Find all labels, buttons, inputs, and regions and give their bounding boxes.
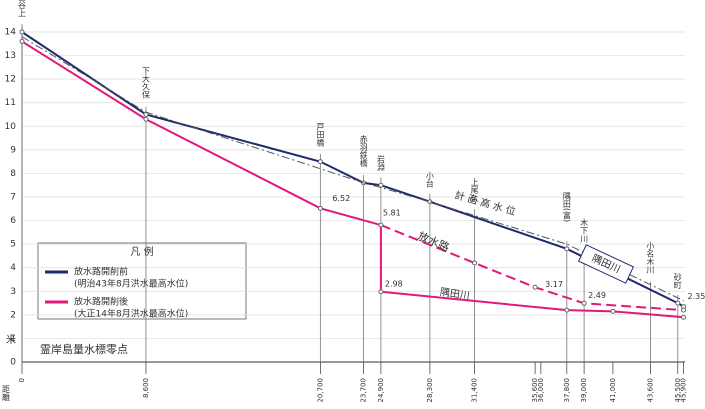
y-axis-label: 米: [6, 333, 16, 346]
x-tick-label: 0: [18, 378, 26, 382]
value-label: 2.49: [588, 291, 606, 300]
station-label: 小名木川: [646, 242, 655, 274]
series-line: [21, 40, 382, 227]
y-tick-label: 12: [5, 75, 16, 85]
y-tick-label: 7: [10, 193, 16, 203]
point: [378, 222, 384, 228]
legend-note: (明治43年8月洪水最高水位): [74, 278, 188, 290]
y-tick-label: 9: [10, 145, 16, 155]
value-label: 5.81: [383, 209, 401, 218]
series-label-box: [577, 244, 635, 284]
legend-note: (大正14年8月洪水最高水位): [74, 308, 188, 320]
legend-title: 凡 例: [130, 245, 153, 258]
x-tick-label: 45,900: [680, 378, 688, 403]
point: [378, 182, 384, 188]
value-label: 3.17: [545, 280, 563, 289]
x-tick-label: 39,000: [580, 378, 588, 403]
point: [675, 300, 681, 306]
point: [19, 29, 25, 35]
station-label: 小台: [425, 172, 434, 189]
station-label: 古谷上: [18, 0, 27, 17]
legend-label: 放水路開削前: [74, 266, 128, 278]
point: [19, 38, 25, 44]
y-tick-label: 6: [10, 216, 16, 226]
point: [317, 159, 323, 165]
x-tick-label: 37,800: [563, 378, 571, 403]
y-tick-label: 0: [10, 358, 16, 368]
legend-box: [37, 242, 247, 320]
x-tick-label: 8,600: [142, 378, 150, 398]
point: [564, 246, 570, 252]
y-tick-label: 5: [10, 240, 16, 250]
value-label: 6.52: [332, 194, 350, 203]
station-label: 戸田橋: [316, 123, 325, 148]
x-tick-label: 28,300: [426, 378, 434, 403]
y-tick-label: 11: [5, 98, 16, 108]
station-label: 赤羽鉄橋: [359, 135, 368, 168]
point: [681, 307, 687, 313]
y-tick-label: 14: [5, 28, 17, 38]
point: [681, 314, 687, 320]
branch-label: 隅田川: [439, 286, 470, 302]
station-label: 岩淵: [376, 154, 385, 172]
x-tick-label: 43,600: [646, 378, 654, 403]
station-label: 下大久保: [141, 67, 150, 100]
baseline-label: 霊岸島量水標零点: [40, 342, 128, 356]
point: [564, 307, 570, 313]
x-tick-label: 41,000: [609, 378, 617, 403]
point: [378, 289, 384, 295]
point: [317, 205, 323, 211]
y-tick-label: 2: [10, 310, 16, 320]
x-tick-label: 23,700: [360, 378, 368, 403]
x-tick-label: 24,900: [377, 378, 385, 403]
point: [427, 199, 433, 205]
point: [472, 260, 478, 266]
y-tick-label: 13: [5, 51, 16, 61]
legend-label: 放水路開削後: [74, 296, 128, 308]
station-label: 砂町: [673, 272, 682, 289]
point: [581, 300, 587, 306]
x-tick-label: 20,700: [316, 378, 324, 403]
plan-line: [21, 36, 684, 302]
station-label: 上尾久: [470, 178, 479, 203]
y-tick-label: 8: [10, 169, 16, 179]
x-tick-label: 31,400: [471, 378, 479, 403]
x-tick-label: 35,600: [531, 378, 539, 403]
x-tick-label: 36,000: [537, 378, 545, 403]
station-label: 木下川: [580, 217, 589, 242]
y-tick-label: 10: [5, 122, 17, 132]
branch-label: 放水路: [416, 229, 452, 255]
y-tick-label: 4: [10, 263, 16, 273]
x-axis-label: 距離: [2, 385, 11, 402]
point: [610, 308, 616, 314]
point: [532, 284, 538, 290]
station-label: 隅田(富): [562, 192, 571, 222]
x-tick-label: 45,500: [674, 378, 682, 403]
value-label: 2.35: [688, 292, 705, 301]
value-label: 2.98: [385, 279, 403, 288]
point: [143, 116, 149, 122]
y-tick-label: 1: [10, 334, 16, 344]
y-tick-label: 3: [10, 287, 16, 297]
